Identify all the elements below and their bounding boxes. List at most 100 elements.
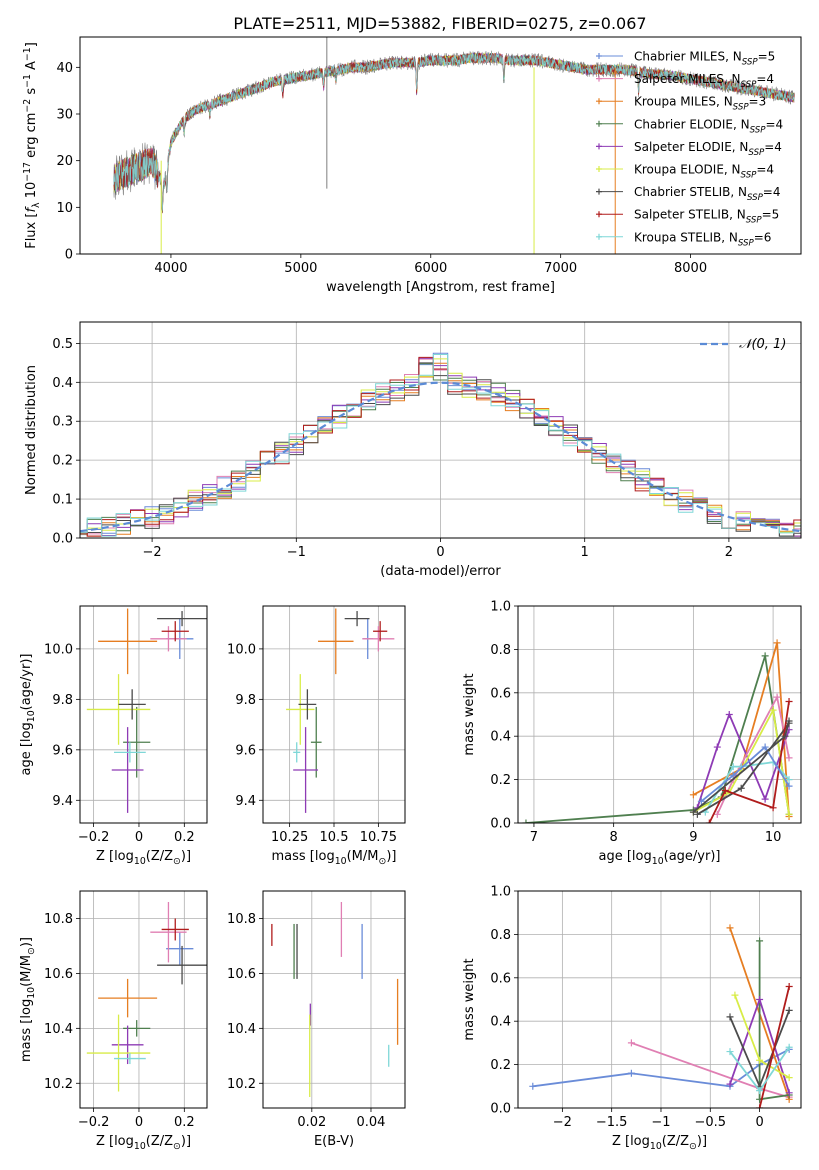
weight-point-marker [693, 810, 701, 818]
weight-point-marker [726, 924, 734, 932]
legend-swatch-marker [596, 211, 602, 218]
x-tick-label: −0.5 [694, 1115, 726, 1130]
histogram-steps [80, 352, 801, 537]
errorbar-point [118, 689, 146, 720]
x-tick-label: −2 [553, 1115, 572, 1130]
x-tick-label: 0.04 [357, 1115, 386, 1130]
weight-point-marker [627, 1069, 635, 1077]
x-tick-label: −1.5 [596, 1115, 628, 1130]
y-tick-label: 9.4 [52, 794, 73, 809]
legend-label: Chabrier MILES, NSSP=5 [634, 50, 775, 68]
residuals-ticks: −2 −1 0 1 2 0.0 0.1 0.2 0.3 0.4 0.5 [52, 337, 733, 560]
legend-entry-kroupa-miles-n-ssp-3: Kroupa MILES, NSSP=3 [596, 95, 766, 113]
spectrum-curves [113, 37, 795, 254]
spectrum-panel: 4000 5000 6000 7000 8000 0 10 20 30 40 wavelength … [22, 36, 802, 295]
errorbar-point [161, 918, 189, 941]
x-tick-label: 10.75 [360, 830, 397, 845]
weight-line-path [708, 701, 790, 823]
weight-point-marker [761, 743, 769, 751]
weight-point-marker [769, 804, 777, 812]
weight_vs_age-ticks: 7 8 9 10 0.0 0.2 0.4 0.6 0.8 1.0 [490, 600, 781, 846]
y-tick-label: 10.6 [44, 967, 73, 982]
residuals-axes-frame [79, 321, 802, 539]
errorbar-point [86, 674, 151, 745]
x-tick-label: 0.2 [174, 1115, 195, 1130]
weight-point-marker [781, 732, 789, 740]
weight_vs_age-x-axis-label: age [log10(age/yr)] [599, 849, 721, 867]
weight-point-marker [773, 693, 781, 701]
age_vs_Z-ticks: −0.2 0 0.2 9.4 9.6 9.8 10.0 [44, 642, 195, 845]
y-tick-label: 0.5 [52, 337, 73, 352]
mass-vs-ebv-panel: 0.02 0.04 10.2 10.4 10.6 10.8 E(B-V) [227, 890, 406, 1149]
histogram-step-line [80, 358, 801, 535]
histogram-step-line [80, 362, 801, 537]
y-tick-label: 9.6 [52, 743, 73, 758]
errorbar-point [286, 674, 315, 745]
mass_vs_Z-ticks: −0.2 0 0.2 10.2 10.4 10.6 10.8 [44, 912, 195, 1130]
age_vs_mass-points [286, 608, 395, 813]
errorbar-point [373, 621, 388, 642]
normal-distribution-curve [80, 381, 801, 533]
legend-swatch-marker [596, 120, 602, 127]
weight_vs_Z-ticks: −2 −1.5 −1 −0.5 0 0.0 0.2 0.4 0.6 0.8 1.0 [490, 885, 763, 1131]
legend-swatch-marker [596, 75, 602, 82]
age_vs_Z-grid [80, 606, 207, 823]
weight-point-marker [729, 771, 737, 779]
weight-point-marker [713, 743, 721, 751]
x-tick-label: 0 [135, 830, 143, 845]
x-tick-label: −2 [143, 545, 162, 560]
age_vs_Z-points [86, 608, 207, 813]
y-tick-label: 0.4 [52, 376, 73, 391]
weight_vs_age-axes-frame [517, 605, 802, 824]
y-tick-label: 0.4 [490, 1015, 511, 1030]
weight-point-marker [785, 782, 793, 790]
weight-point-marker [785, 1043, 793, 1051]
weight-point-marker [785, 1006, 793, 1014]
errorbar-point [150, 626, 187, 652]
mass_vs_Z-points [86, 901, 207, 1092]
spectrum-legend: Chabrier MILES, NSSP=5 Salpeter MILES, NS… [596, 50, 783, 248]
y-tick-label: 10.2 [44, 1077, 73, 1092]
y-tick-label: 10.0 [227, 642, 256, 657]
histogram-step-line [80, 358, 801, 534]
legend-label: Chabrier ELODIE, NSSP=4 [634, 117, 783, 135]
weight_vs_Z-x-axis-label: Z [log10(Z/Z⊙)] [612, 1134, 707, 1152]
legend-entry-salpeter-elodie-n-ssp-4: Salpeter ELODIE, NSSP=4 [596, 140, 782, 158]
legend-entry-chabrier-miles-n-ssp-5: Chabrier MILES, NSSP=5 [596, 50, 775, 68]
x-tick-label: 0 [135, 1115, 143, 1130]
y-tick-label: 30 [56, 108, 73, 123]
weight-vs-metallicity-panel: −2 −1.5 −1 −0.5 0 0.0 0.2 0.4 0.6 0.8 1.0 Z [log10(… [462, 885, 802, 1152]
y-tick-label: 10.0 [44, 642, 73, 657]
weight-series-line [756, 982, 793, 1108]
age_vs_mass-x-axis-label: mass [log10(M/M⊙)] [272, 849, 397, 867]
legend-entry-salpeter-stelib-n-ssp-5: Salpeter STELIB, NSSP=5 [596, 208, 779, 226]
x-tick-label: −1 [651, 1115, 670, 1130]
weight-point-marker [737, 784, 745, 792]
weight-point-marker [785, 1089, 793, 1097]
y-tick-label: 0.4 [490, 730, 511, 745]
weight-point-marker [689, 791, 697, 799]
model-line-salpeter-stelib-n-ssp-5 [113, 52, 795, 212]
x-tick-label: −1 [287, 545, 306, 560]
x-tick-label: 0 [436, 545, 444, 560]
x-tick-label: 8 [610, 830, 618, 845]
legend-label: Kroupa STELIB, NSSP=6 [634, 230, 771, 248]
x-tick-label: 6000 [414, 261, 447, 276]
histogram-step-line [80, 363, 801, 537]
errorbar-point [114, 1053, 146, 1065]
errorbar-point [157, 945, 207, 985]
weight_vs_Z-series [529, 924, 793, 1108]
legend-entry-kroupa-elodie-n-ssp-4: Kroupa ELODIE, NSSP=4 [596, 163, 774, 181]
spectrum-x-axis-label: wavelength [Angstrom, rest frame] [326, 280, 555, 295]
legend-swatch-marker [596, 233, 602, 240]
weight-point-marker [785, 776, 793, 784]
y-tick-label: 0.2 [52, 454, 73, 469]
mass_vs_ebv-ticks: 0.02 0.04 10.2 10.4 10.6 10.8 [227, 912, 385, 1130]
y-tick-label: 0.6 [490, 971, 511, 986]
weight-point-marker [705, 819, 713, 823]
spectrum-axes-frame [79, 36, 802, 255]
weight-series-line [726, 1043, 793, 1095]
y-tick-label: 0.1 [52, 493, 73, 508]
weight-point-marker [756, 1056, 764, 1064]
errorbar-point [111, 1025, 144, 1065]
